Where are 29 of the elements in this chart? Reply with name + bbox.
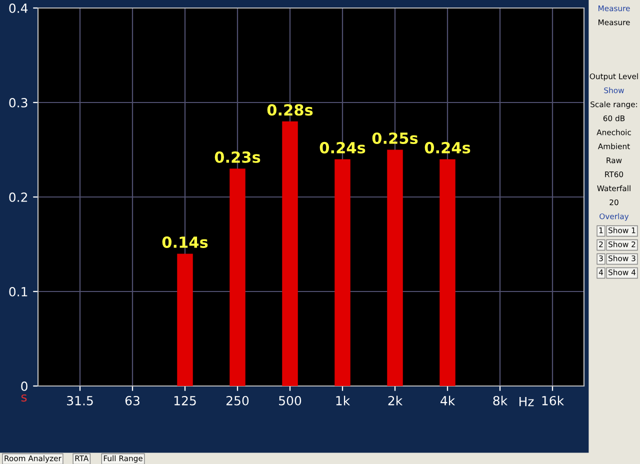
x-tick-label: 8k xyxy=(493,396,508,406)
data-label: 0.24s xyxy=(320,142,366,154)
bar xyxy=(334,159,350,386)
x-tick-label: 31.5 xyxy=(67,396,93,406)
x-tick-label: 4k xyxy=(440,396,456,406)
x-tick-label: 2k xyxy=(388,396,403,406)
data-label: 0.28s xyxy=(267,104,313,116)
data-label: 0.14s xyxy=(162,236,208,248)
bar xyxy=(177,254,193,386)
y-tick-label: 0.1 xyxy=(9,286,28,296)
bar xyxy=(387,150,403,386)
y-tick-label: 0.3 xyxy=(9,98,28,108)
x-tick-label: 500 xyxy=(279,396,302,406)
bar xyxy=(440,159,456,386)
y-tick-label: 0 xyxy=(21,381,28,391)
y-tick-label: 0.2 xyxy=(9,192,28,202)
y-tick-label: 0.4 xyxy=(9,3,28,13)
bar xyxy=(282,121,298,386)
x-tick-label: 1k xyxy=(336,396,350,406)
x-tick-label: 250 xyxy=(226,396,249,406)
x-tick-label: 63 xyxy=(125,396,140,406)
data-label: 0.25s xyxy=(372,132,418,144)
y-axis-title: s xyxy=(21,394,27,402)
x-tick-label: 16k xyxy=(542,396,564,406)
x-axis-title: Hz xyxy=(519,397,534,406)
data-label: 0.23s xyxy=(214,151,260,163)
bar xyxy=(230,168,246,386)
data-label: 0.24s xyxy=(424,142,470,154)
x-tick-label: 125 xyxy=(174,396,196,406)
